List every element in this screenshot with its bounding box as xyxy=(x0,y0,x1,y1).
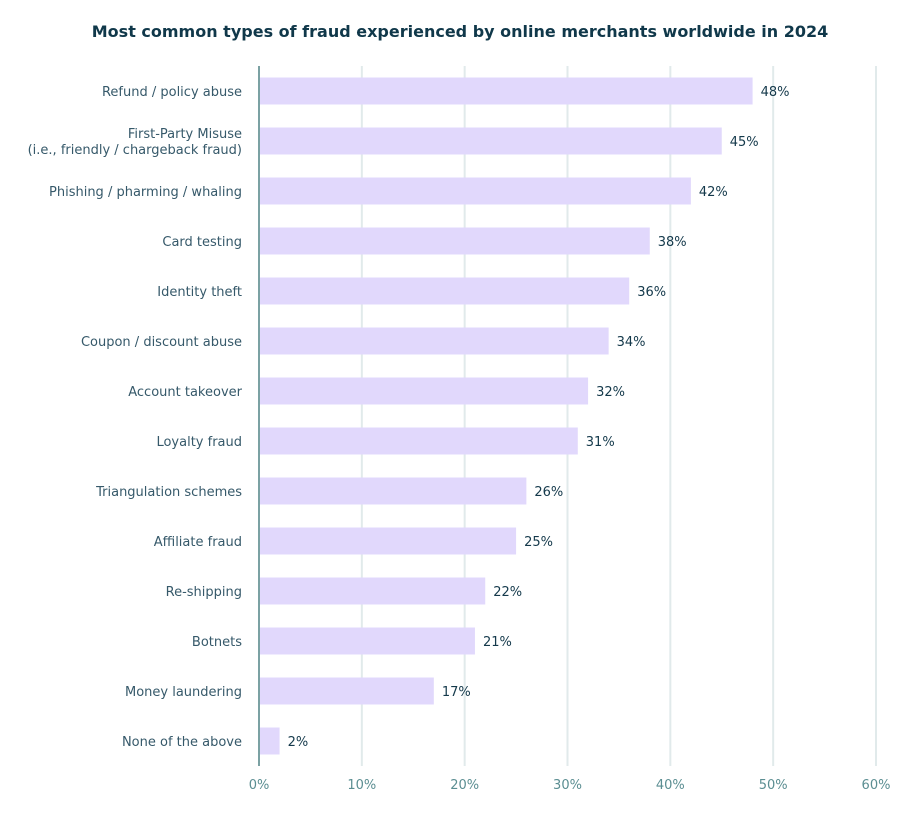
category-label: Re-shipping xyxy=(166,585,242,600)
value-label: 48% xyxy=(761,85,790,100)
category-label: Identity theft xyxy=(157,285,242,300)
bar xyxy=(259,377,589,405)
value-label: 17% xyxy=(442,685,471,700)
bar xyxy=(259,477,527,505)
x-tick-label: 60% xyxy=(862,778,891,793)
category-label: Affiliate fraud xyxy=(154,535,242,550)
value-label: 25% xyxy=(524,535,553,550)
category-label: Phishing / pharming / whaling xyxy=(49,185,242,200)
x-tick-label: 50% xyxy=(759,778,788,793)
value-label: 45% xyxy=(730,135,759,150)
category-label: Card testing xyxy=(162,235,242,250)
bar xyxy=(259,127,722,155)
chart-title: Most common types of fraud experienced b… xyxy=(92,22,829,41)
category-label: Account takeover xyxy=(128,385,242,400)
bar xyxy=(259,177,691,205)
x-tick-label: 40% xyxy=(656,778,685,793)
category-label: None of the above xyxy=(122,735,242,750)
category-label: Triangulation schemes xyxy=(95,485,242,500)
category-label: Money laundering xyxy=(125,685,242,700)
bar xyxy=(259,677,434,705)
category-label: Coupon / discount abuse xyxy=(81,335,242,350)
category-label: First-Party Misuse (i.e., friendly / char… xyxy=(28,127,242,158)
category-label: Botnets xyxy=(192,635,242,650)
bar xyxy=(259,627,475,655)
value-label: 26% xyxy=(534,485,563,500)
x-tick-label: 20% xyxy=(450,778,479,793)
bar xyxy=(259,77,753,105)
x-tick-label: 0% xyxy=(249,778,270,793)
bar xyxy=(259,577,486,605)
value-label: 34% xyxy=(617,335,646,350)
bar xyxy=(259,527,517,555)
value-label: 42% xyxy=(699,185,728,200)
value-label: 21% xyxy=(483,635,512,650)
x-tick-label: 30% xyxy=(553,778,582,793)
value-label: 31% xyxy=(586,435,615,450)
value-label: 38% xyxy=(658,235,687,250)
bar xyxy=(259,277,630,305)
value-label: 22% xyxy=(493,585,522,600)
value-label: 36% xyxy=(637,285,666,300)
value-label: 32% xyxy=(596,385,625,400)
x-tick-label: 10% xyxy=(347,778,376,793)
bar xyxy=(259,327,609,355)
category-label: Refund / policy abuse xyxy=(102,85,242,100)
value-label: 2% xyxy=(288,735,309,750)
bar xyxy=(259,227,650,255)
bar xyxy=(259,427,578,455)
category-label: Loyalty fraud xyxy=(156,435,242,450)
bar xyxy=(259,727,280,755)
